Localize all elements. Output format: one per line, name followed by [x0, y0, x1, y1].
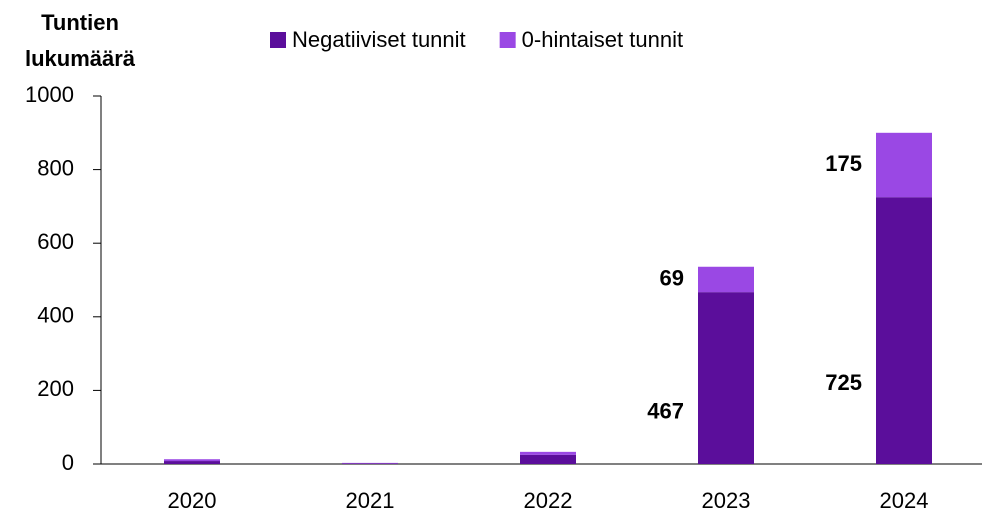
bar-segment: [876, 197, 932, 464]
legend-swatch: [499, 32, 516, 48]
y-tick-label: 0: [62, 450, 74, 475]
bar-segment: [876, 132, 932, 198]
bar-segment: [164, 461, 220, 464]
bar-segment: [520, 454, 576, 464]
legend-label: Negatiiviset tunnit: [292, 27, 466, 52]
y-tick-label: 600: [37, 229, 74, 254]
data-label: 725: [825, 370, 862, 395]
bar-segment: [698, 266, 754, 293]
data-label: 69: [660, 265, 684, 290]
data-label: 467: [647, 398, 684, 423]
x-tick-label: 2024: [880, 488, 929, 513]
data-label: 175: [825, 151, 862, 176]
x-tick-label: 2022: [524, 488, 573, 513]
x-tick-label: 2021: [346, 488, 395, 513]
y-tick-label: 400: [37, 303, 74, 328]
legend-swatch: [270, 32, 286, 48]
x-tick-label: 2023: [702, 488, 751, 513]
legend-label: 0-hintaiset tunnit: [522, 27, 683, 52]
bar-segment: [698, 292, 754, 464]
y-tick-label: 1000: [25, 82, 74, 107]
bar-segment: [520, 451, 576, 455]
y-tick-label: 800: [37, 155, 74, 180]
y-axis-label: lukumäärä: [25, 46, 136, 71]
y-tick-label: 200: [37, 376, 74, 401]
bar-segment: [342, 463, 398, 464]
y-axis-label: Tuntien: [41, 10, 119, 35]
x-tick-label: 2020: [168, 488, 217, 513]
bar-segment: [164, 459, 220, 462]
